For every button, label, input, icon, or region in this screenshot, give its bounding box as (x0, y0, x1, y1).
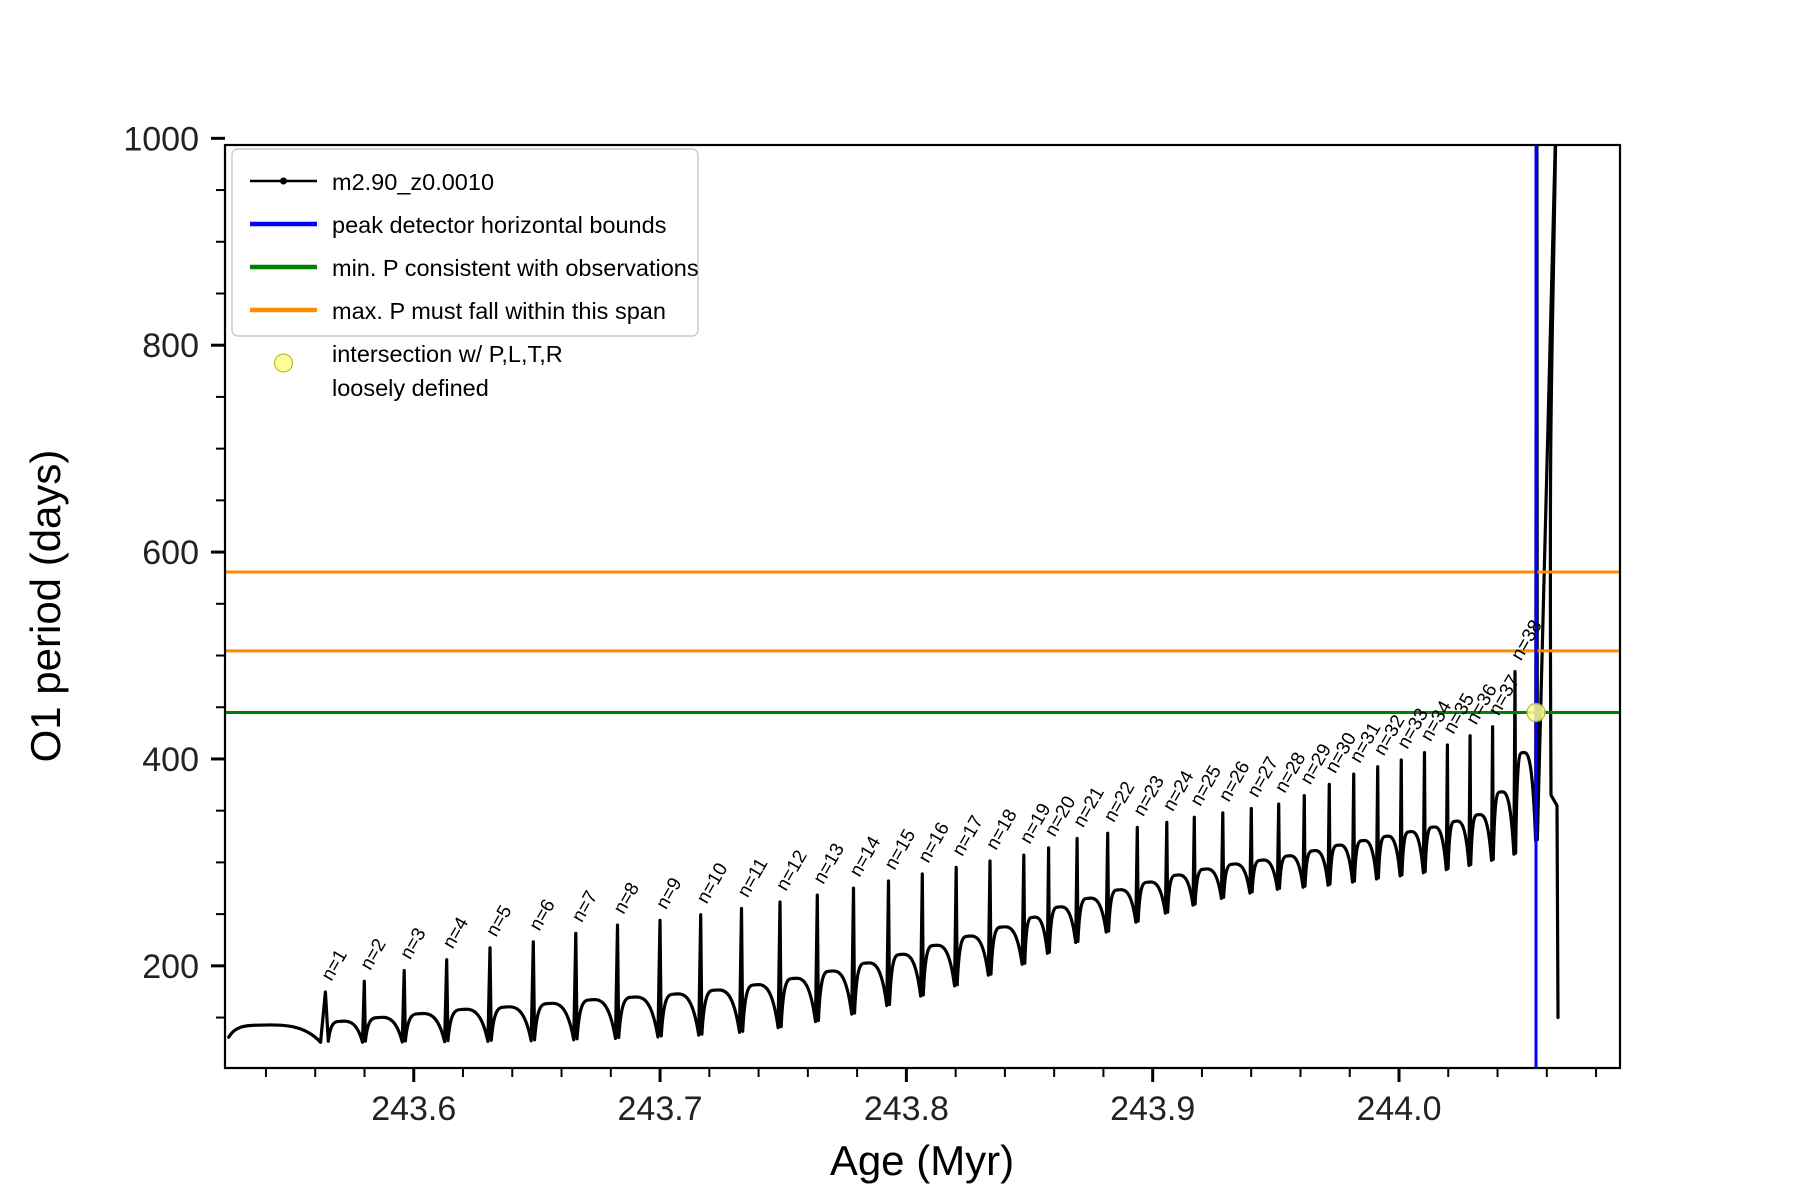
svg-text:400: 400 (142, 741, 199, 779)
svg-text:243.7: 243.7 (618, 1090, 703, 1128)
svg-text:243.6: 243.6 (371, 1090, 456, 1128)
svg-text:600: 600 (142, 534, 199, 572)
svg-text:min. P consistent with observa: min. P consistent with observations (332, 255, 699, 281)
svg-text:1000: 1000 (123, 120, 199, 158)
svg-text:243.9: 243.9 (1110, 1090, 1195, 1128)
svg-text:Age (Myr): Age (Myr) (830, 1137, 1014, 1184)
svg-text:O1 period (days): O1 period (days) (22, 450, 69, 763)
svg-text:200: 200 (142, 948, 199, 986)
svg-text:peak detector horizontal bound: peak detector horizontal bounds (332, 212, 666, 238)
svg-text:244.0: 244.0 (1356, 1090, 1441, 1128)
svg-text:max. P must fall within this s: max. P must fall within this span (332, 298, 666, 324)
svg-text:m2.90_z0.0010: m2.90_z0.0010 (332, 169, 494, 195)
svg-text:intersection w/ P,L,T,R: intersection w/ P,L,T,R (332, 341, 563, 367)
svg-text:loosely defined: loosely defined (332, 375, 489, 401)
svg-text:243.8: 243.8 (864, 1090, 949, 1128)
svg-text:800: 800 (142, 327, 199, 365)
